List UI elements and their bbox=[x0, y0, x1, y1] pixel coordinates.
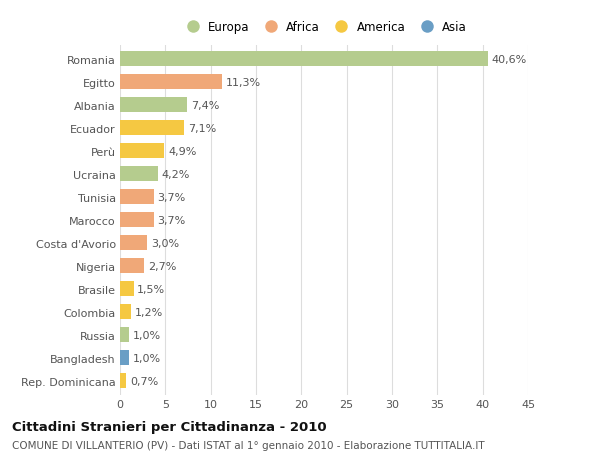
Text: 4,9%: 4,9% bbox=[168, 146, 196, 157]
Text: 0,7%: 0,7% bbox=[130, 376, 158, 386]
Bar bbox=[120, 190, 154, 205]
Bar bbox=[120, 374, 127, 388]
Bar bbox=[120, 121, 184, 136]
Bar bbox=[120, 144, 164, 159]
Text: 1,2%: 1,2% bbox=[134, 307, 163, 317]
Text: 7,1%: 7,1% bbox=[188, 123, 216, 134]
Text: 40,6%: 40,6% bbox=[492, 55, 527, 65]
Legend: Europa, Africa, America, Asia: Europa, Africa, America, Asia bbox=[179, 19, 469, 37]
Bar bbox=[120, 75, 223, 90]
Text: 1,0%: 1,0% bbox=[133, 330, 161, 340]
Text: 3,7%: 3,7% bbox=[157, 192, 185, 202]
Bar bbox=[120, 305, 131, 319]
Text: 11,3%: 11,3% bbox=[226, 78, 261, 88]
Text: Cittadini Stranieri per Cittadinanza - 2010: Cittadini Stranieri per Cittadinanza - 2… bbox=[12, 420, 326, 433]
Bar bbox=[120, 167, 158, 182]
Bar bbox=[120, 236, 147, 251]
Text: 3,0%: 3,0% bbox=[151, 238, 179, 248]
Bar bbox=[120, 282, 134, 297]
Bar bbox=[120, 351, 129, 365]
Text: COMUNE DI VILLANTERIO (PV) - Dati ISTAT al 1° gennaio 2010 - Elaborazione TUTTIT: COMUNE DI VILLANTERIO (PV) - Dati ISTAT … bbox=[12, 440, 485, 450]
Text: 4,2%: 4,2% bbox=[162, 169, 190, 179]
Text: 3,7%: 3,7% bbox=[157, 215, 185, 225]
Bar bbox=[120, 259, 145, 274]
Text: 1,5%: 1,5% bbox=[137, 284, 166, 294]
Text: 2,7%: 2,7% bbox=[148, 261, 176, 271]
Bar bbox=[120, 52, 488, 67]
Bar bbox=[120, 328, 129, 342]
Text: 1,0%: 1,0% bbox=[133, 353, 161, 363]
Text: 7,4%: 7,4% bbox=[191, 101, 219, 111]
Bar bbox=[120, 213, 154, 228]
Bar bbox=[120, 98, 187, 113]
